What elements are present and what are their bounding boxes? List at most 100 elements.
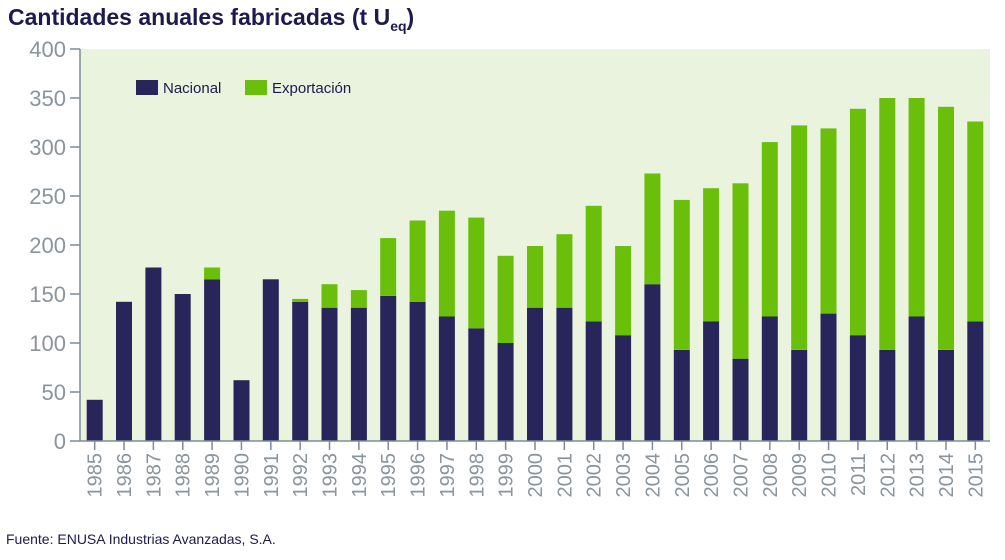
bar-nacional-2004 — [644, 284, 661, 441]
bar-nacional-1995 — [380, 296, 397, 441]
bar-nacional-1993 — [321, 307, 338, 441]
x-tick-label-1989: 1989 — [202, 453, 224, 498]
bar-nacional-2001 — [556, 307, 573, 441]
y-tick-label-50: 50 — [42, 380, 66, 405]
bar-nacional-1985 — [86, 399, 103, 441]
bar-exportacion-2011 — [849, 108, 866, 336]
bar-nacional-1994 — [350, 307, 367, 441]
x-tick-label-2006: 2006 — [701, 453, 723, 498]
x-tick-label-1986: 1986 — [114, 453, 136, 498]
chart-title: Cantidades anuales fabricadas (t Ueq) — [8, 4, 414, 34]
bar-exportacion-2013 — [908, 98, 925, 317]
x-tick-label-1988: 1988 — [173, 453, 195, 498]
x-tick-label-1996: 1996 — [408, 453, 430, 498]
x-tick-label-2015: 2015 — [965, 453, 987, 498]
x-tick-label-1997: 1997 — [437, 453, 459, 498]
bar-nacional-2013 — [908, 316, 925, 441]
bar-exportacion-2010 — [820, 128, 837, 314]
y-tick-label-250: 250 — [29, 184, 66, 209]
bar-nacional-1986 — [116, 301, 132, 441]
bar-nacional-2010 — [820, 313, 837, 441]
bar-nacional-2008 — [761, 316, 778, 441]
legend-swatch-nacional — [136, 80, 158, 95]
bar-nacional-1990 — [233, 380, 250, 441]
x-tick-label-1987: 1987 — [143, 453, 165, 498]
bar-exportacion-2002 — [585, 205, 602, 322]
bar-exportacion-1996 — [409, 220, 426, 302]
bar-nacional-2003 — [615, 335, 632, 441]
bar-exportacion-2003 — [615, 246, 632, 336]
y-tick-label-0: 0 — [54, 429, 66, 454]
bar-nacional-2005 — [673, 349, 690, 441]
x-tick-label-2012: 2012 — [877, 453, 899, 498]
bar-nacional-2000 — [527, 307, 543, 441]
bar-exportacion-2006 — [703, 188, 720, 322]
bar-exportacion-1995 — [380, 238, 397, 296]
x-tick-label-1991: 1991 — [261, 453, 283, 498]
x-tick-label-2010: 2010 — [819, 453, 841, 498]
bar-nacional-1998 — [468, 328, 485, 441]
bar-exportacion-2012 — [879, 98, 896, 350]
bar-exportacion-2008 — [761, 142, 778, 317]
bar-nacional-2006 — [703, 321, 720, 441]
x-tick-label-2005: 2005 — [672, 453, 694, 498]
bar-nacional-1997 — [438, 316, 455, 441]
y-tick-label-150: 150 — [29, 282, 66, 307]
bar-exportacion-2009 — [791, 125, 808, 350]
bar-nacional-2011 — [849, 335, 866, 441]
x-tick-label-1990: 1990 — [231, 453, 253, 498]
bar-exportacion-1993 — [321, 284, 338, 308]
x-tick-label-1998: 1998 — [466, 453, 488, 498]
bar-exportacion-2014 — [938, 106, 954, 350]
bars-group — [86, 98, 984, 441]
bar-exportacion-2000 — [527, 246, 543, 308]
y-tick-label-100: 100 — [29, 331, 66, 356]
bar-nacional-1988 — [174, 294, 191, 441]
bar-exportacion-2015 — [967, 121, 984, 322]
bar-exportacion-1997 — [438, 210, 455, 317]
source-note: Fuente: ENUSA Industrias Avanzadas, S.A. — [6, 531, 276, 547]
bar-nacional-1992 — [292, 301, 309, 441]
bar-nacional-1991 — [262, 279, 279, 441]
x-tick-label-1992: 1992 — [290, 453, 312, 498]
chart-title-close: ) — [406, 4, 415, 30]
x-tick-label-1999: 1999 — [496, 453, 518, 498]
bar-nacional-1987 — [145, 267, 162, 441]
x-tick-label-2014: 2014 — [936, 453, 958, 498]
bar-exportacion-2001 — [556, 234, 573, 308]
bar-nacional-2015 — [967, 321, 984, 441]
x-tick-label-2007: 2007 — [730, 453, 752, 498]
chart-title-subscript: eq — [390, 18, 407, 34]
bar-exportacion-2005 — [673, 199, 690, 350]
bar-nacional-2014 — [938, 349, 954, 441]
x-tick-label-2004: 2004 — [642, 453, 664, 498]
bar-exportacion-2007 — [732, 183, 749, 359]
bar-nacional-1989 — [204, 279, 221, 441]
chart-title-main: Cantidades anuales fabricadas (t U — [8, 4, 391, 30]
x-tick-label-2009: 2009 — [789, 453, 811, 498]
bar-exportacion-1992 — [292, 298, 309, 302]
y-tick-label-200: 200 — [29, 233, 66, 258]
bar-nacional-2007 — [732, 358, 749, 441]
bar-exportacion-1994 — [350, 290, 367, 308]
bar-exportacion-2004 — [644, 173, 661, 285]
bar-exportacion-1998 — [468, 217, 485, 329]
y-tick-label-300: 300 — [29, 135, 66, 160]
legend-label-exportacion: Exportación — [272, 80, 351, 97]
bar-nacional-2009 — [791, 349, 808, 441]
x-tick-label-2003: 2003 — [613, 453, 635, 498]
x-tick-label-2000: 2000 — [525, 453, 547, 498]
y-axis: 0 50 100 150 200 250 300 350 400 — [29, 37, 81, 454]
x-tick-label-2011: 2011 — [848, 453, 870, 496]
bar-nacional-1996 — [409, 301, 426, 441]
bar-nacional-2012 — [879, 349, 896, 441]
x-tick-label-1995: 1995 — [378, 453, 400, 498]
y-tick-label-350: 350 — [29, 86, 66, 111]
x-tick-label-2001: 2001 — [554, 453, 576, 498]
x-axis: 1985 1986 1987 1988 1989 1990 1991 1992 1993 1994… — [80, 440, 990, 498]
x-tick-label-2002: 2002 — [584, 453, 606, 498]
x-tick-label-1993: 1993 — [320, 453, 342, 498]
bar-nacional-2002 — [585, 321, 602, 441]
x-tick-label-2013: 2013 — [907, 453, 929, 498]
